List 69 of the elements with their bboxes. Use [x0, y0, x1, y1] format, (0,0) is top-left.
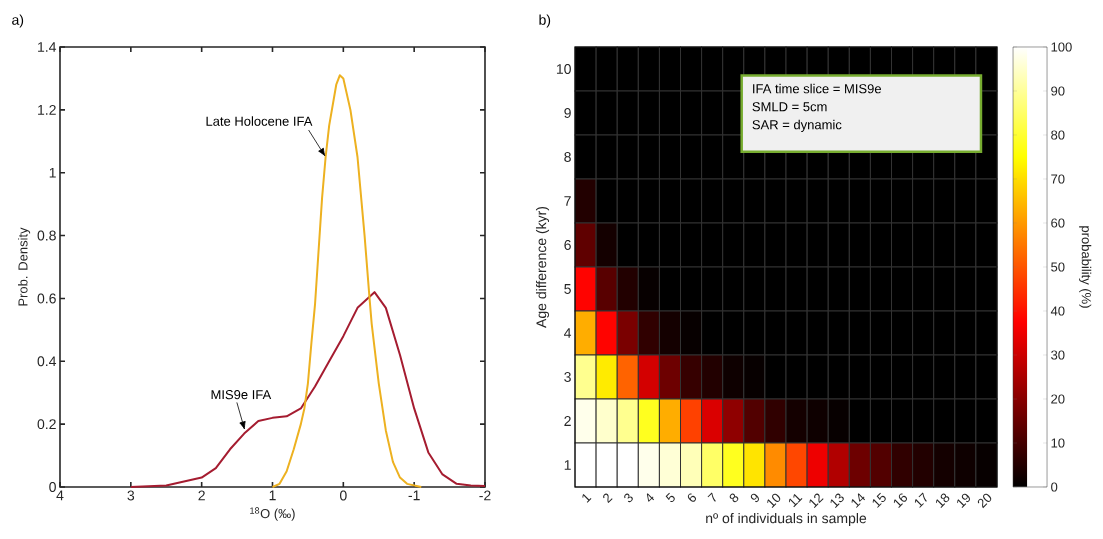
- x-tick-label: 18: [936, 493, 950, 508]
- x-tick-label: 10: [767, 493, 781, 508]
- x-tick-label: 4: [646, 493, 655, 502]
- color-bar-label: 10: [1051, 438, 1065, 448]
- x-tick-label: 1: [269, 490, 276, 501]
- x-axis-title: nº of individuals in sample: [706, 512, 867, 527]
- x-tick-label: 2: [603, 493, 613, 504]
- color-bar-label: 70: [1051, 174, 1065, 184]
- x-tick-label: 11: [788, 493, 803, 508]
- x-tick-label: 2: [198, 490, 205, 501]
- y-axis-title: Prob. Density: [18, 227, 31, 306]
- x-tick-label: 5: [665, 492, 675, 503]
- y-tick-label: 0.8: [37, 230, 56, 241]
- line-series: [129, 291, 486, 488]
- y-tick-label: 0.4: [37, 356, 57, 367]
- x-tick-label: 0: [339, 490, 347, 501]
- color-bar-label: 60: [1051, 218, 1065, 228]
- color-bar-label: 40: [1050, 306, 1065, 316]
- y-tick-label: 10: [556, 64, 571, 74]
- y-axis-title: Age difference (kyr): [535, 206, 550, 328]
- color-bar-label: 50: [1051, 262, 1065, 272]
- x-tick-label: 14: [851, 493, 866, 508]
- annotation: Late Holocene IFA: [206, 116, 313, 126]
- x-tick-label: -2: [479, 490, 491, 501]
- y-tick-label: 1.4: [38, 42, 57, 52]
- color-bar-label: 90: [1051, 86, 1065, 96]
- y-tick-label: 0.6: [37, 293, 56, 304]
- y-tick-label: 3: [564, 372, 571, 382]
- x-tick-label: 17: [914, 492, 927, 508]
- y-tick-label: 9: [564, 108, 571, 118]
- y-tick-label: 8: [564, 152, 571, 162]
- color-bar-label: 20: [1051, 394, 1065, 404]
- annotation: IFA time slice = MIS9e: [753, 83, 881, 94]
- y-tick-label: 1: [564, 460, 571, 470]
- x-tick-label: 3: [624, 493, 633, 503]
- color-bar-title: probability (%): [1079, 226, 1092, 308]
- x-tick-label: 20: [977, 493, 992, 509]
- y-tick-label: 1: [49, 167, 56, 178]
- annotation: SAR = dynamic: [752, 119, 842, 132]
- x-tick-label: 3: [127, 490, 135, 501]
- y-tick-label: 7: [564, 196, 571, 206]
- x-tick-label: 7: [707, 492, 716, 502]
- x-tick-label: 13: [830, 493, 844, 508]
- x-tick-label: 19: [957, 493, 971, 508]
- y-tick-label: 0.2: [37, 419, 56, 430]
- y-tick-label: 0: [49, 482, 56, 492]
- y-tick-label: 5: [564, 284, 571, 294]
- x-tick-label: 1: [582, 493, 592, 503]
- color-bar-label: 30: [1051, 350, 1065, 360]
- color-bar-label: 0: [1051, 482, 1058, 492]
- chart-title: b): [539, 14, 551, 28]
- x-tick-label: 4: [56, 490, 64, 501]
- x-tick-label: 9: [750, 493, 760, 503]
- y-tick-label: 2: [564, 416, 571, 426]
- chart-title: a): [12, 14, 24, 28]
- x-tick-label: 16: [893, 493, 908, 508]
- annotation: MIS9e IFA: [211, 390, 272, 400]
- y-tick-label: 4: [564, 328, 572, 338]
- x-axis-title: $^{18}$O (‰): [250, 507, 295, 521]
- x-tick-label: -1: [408, 490, 420, 501]
- x-tick-label: 15: [872, 492, 886, 508]
- color-bar-label: 80: [1051, 130, 1065, 140]
- x-tick-label: 8: [729, 493, 739, 503]
- annotation: SMLD = 5cm: [752, 102, 827, 112]
- y-tick-label: 1.2: [38, 104, 56, 115]
- x-tick-label: 12: [809, 493, 824, 508]
- y-tick-label: 6: [564, 240, 571, 250]
- x-tick-label: 6: [687, 493, 697, 502]
- color-bar-label: 100: [1051, 42, 1072, 52]
